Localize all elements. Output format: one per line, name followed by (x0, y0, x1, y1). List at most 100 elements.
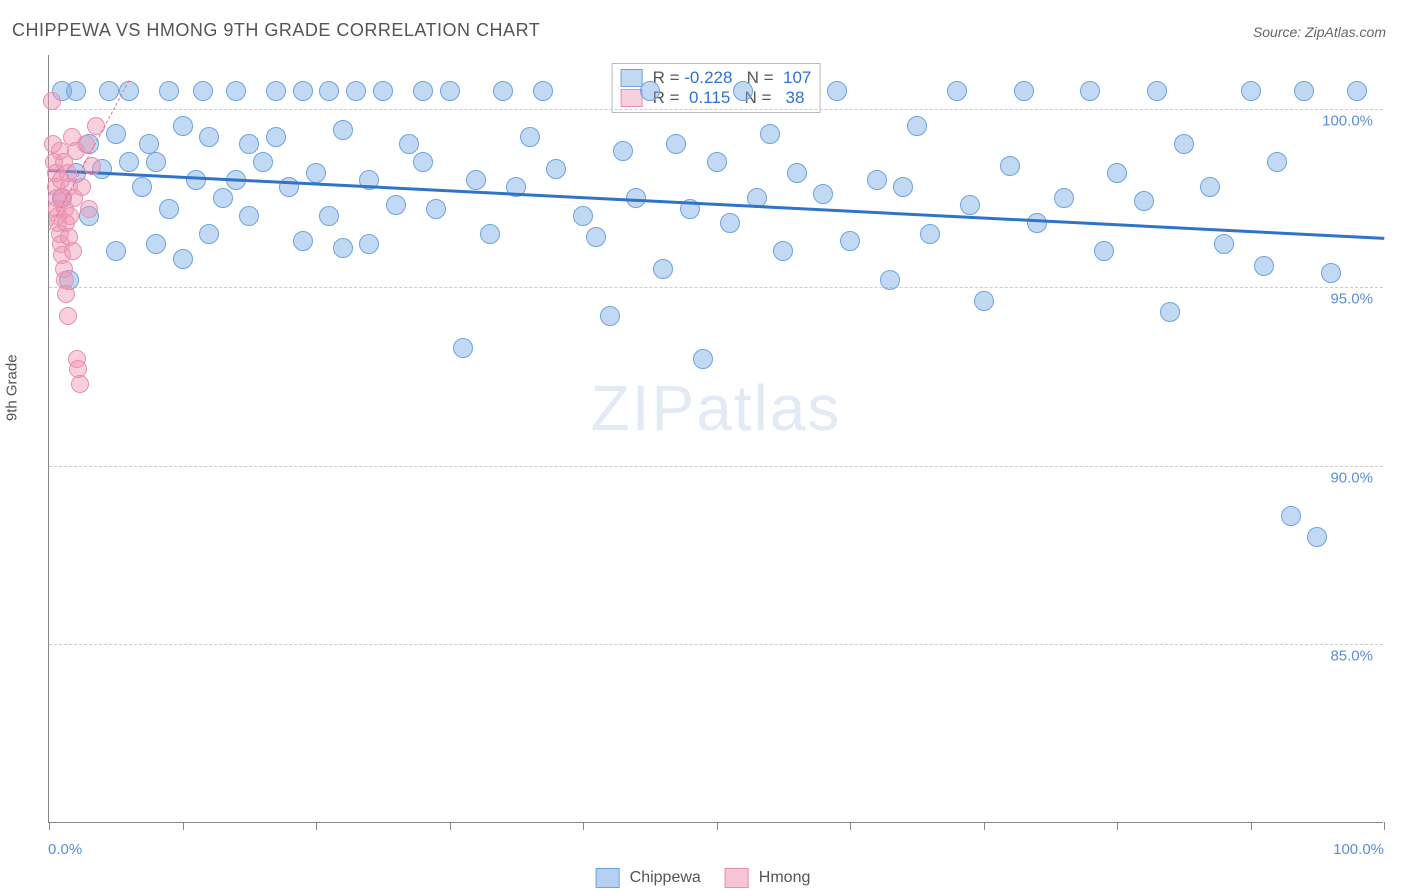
data-point (132, 177, 152, 197)
legend-swatch (725, 868, 749, 888)
data-point (106, 124, 126, 144)
data-point (893, 177, 913, 197)
gridline (49, 466, 1383, 467)
data-point (760, 124, 780, 144)
x-tick (1251, 822, 1252, 830)
data-point (399, 134, 419, 154)
data-point (813, 184, 833, 204)
y-tick-label: 95.0% (1330, 291, 1373, 308)
data-point (1254, 256, 1274, 276)
data-point (720, 213, 740, 233)
x-tick (316, 822, 317, 830)
data-point (57, 285, 75, 303)
chart-title: CHIPPEWA VS HMONG 9TH GRADE CORRELATION … (12, 20, 540, 41)
data-point (373, 81, 393, 101)
data-point (1241, 81, 1261, 101)
data-point (1160, 302, 1180, 322)
gridline (49, 109, 1383, 110)
data-point (199, 127, 219, 147)
x-tick (717, 822, 718, 830)
data-point (493, 81, 513, 101)
data-point (213, 188, 233, 208)
data-point (653, 259, 673, 279)
data-point (733, 81, 753, 101)
x-tick (1117, 822, 1118, 830)
data-point (253, 152, 273, 172)
data-point (1147, 81, 1167, 101)
data-point (64, 242, 82, 260)
data-point (1294, 81, 1314, 101)
data-point (440, 81, 460, 101)
data-point (266, 127, 286, 147)
data-point (573, 206, 593, 226)
x-tick (984, 822, 985, 830)
data-point (947, 81, 967, 101)
legend-item: Hmong (725, 868, 811, 888)
watermark: ZIPatlas (591, 371, 842, 445)
data-point (640, 81, 660, 101)
data-point (827, 81, 847, 101)
data-point (907, 116, 927, 136)
data-point (1307, 527, 1327, 547)
data-point (266, 81, 286, 101)
data-point (586, 227, 606, 247)
legend: Chippewa Hmong (596, 868, 811, 888)
data-point (1347, 81, 1367, 101)
x-tick (583, 822, 584, 830)
data-point (199, 224, 219, 244)
data-point (173, 116, 193, 136)
data-point (1000, 156, 1020, 176)
data-point (1321, 263, 1341, 283)
data-point (159, 199, 179, 219)
data-point (239, 206, 259, 226)
data-point (146, 234, 166, 254)
data-point (106, 241, 126, 261)
data-point (867, 170, 887, 190)
data-point (974, 291, 994, 311)
data-point (77, 135, 95, 153)
data-point (693, 349, 713, 369)
data-point (453, 338, 473, 358)
data-point (1027, 213, 1047, 233)
data-point (1214, 234, 1234, 254)
data-point (239, 134, 259, 154)
gridline (49, 287, 1383, 288)
data-point (413, 152, 433, 172)
data-point (520, 127, 540, 147)
x-tick (850, 822, 851, 830)
y-tick-label: 100.0% (1322, 112, 1373, 129)
legend-label: Chippewa (630, 869, 701, 887)
data-point (1134, 191, 1154, 211)
data-point (159, 81, 179, 101)
data-point (293, 231, 313, 251)
x-tick (450, 822, 451, 830)
data-point (173, 249, 193, 269)
data-point (333, 238, 353, 258)
data-point (306, 163, 326, 183)
gridline (49, 644, 1383, 645)
data-point (840, 231, 860, 251)
data-point (99, 81, 119, 101)
x-tick (49, 822, 50, 830)
data-point (773, 241, 793, 261)
data-point (1080, 81, 1100, 101)
data-point (707, 152, 727, 172)
data-point (613, 141, 633, 161)
data-point (226, 81, 246, 101)
data-point (920, 224, 940, 244)
data-point (466, 170, 486, 190)
data-point (1200, 177, 1220, 197)
y-tick-label: 85.0% (1330, 648, 1373, 665)
x-axis-min-label: 0.0% (48, 841, 82, 858)
data-point (66, 81, 86, 101)
legend-label: Hmong (759, 869, 811, 887)
x-axis-max-label: 100.0% (1333, 841, 1384, 858)
data-point (71, 375, 89, 393)
data-point (1281, 506, 1301, 526)
data-point (1054, 188, 1074, 208)
data-point (333, 120, 353, 140)
data-point (533, 81, 553, 101)
data-point (787, 163, 807, 183)
data-point (413, 81, 433, 101)
data-point (960, 195, 980, 215)
